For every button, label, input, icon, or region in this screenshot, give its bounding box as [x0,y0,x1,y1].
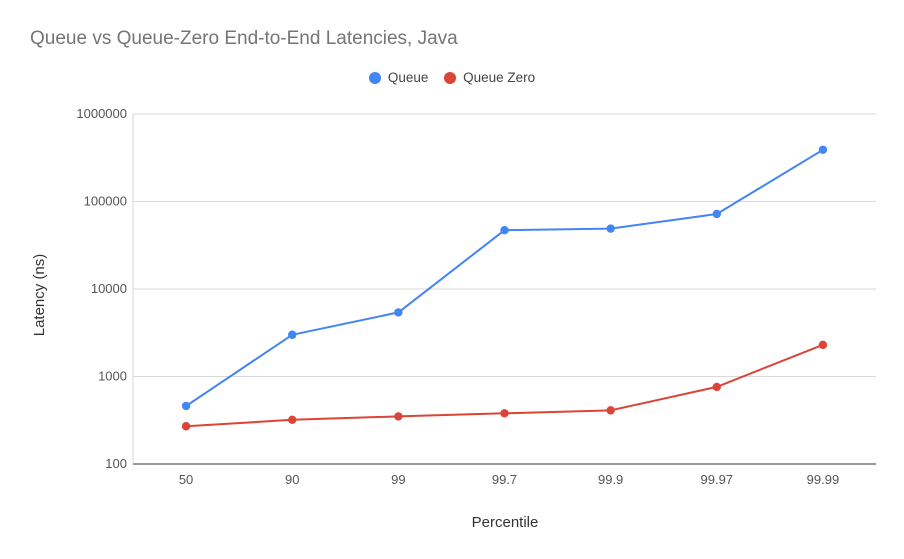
y-tick-label: 100 [105,456,127,471]
data-point-queue-zero[interactable] [818,340,828,350]
data-point-queue-zero[interactable] [606,406,615,415]
legend-marker-queue-zero [444,72,457,84]
x-tick-label: 99.9 [598,472,623,487]
data-point-queue[interactable] [712,209,721,219]
data-point-queue[interactable] [181,401,191,411]
data-point-queue[interactable] [818,145,828,154]
x-tick-label: 90 [285,472,299,487]
y-axis-ticks: 100 1000 10000 100000 1000000 [76,106,127,471]
data-point-queue-zero[interactable] [500,409,509,418]
y-tick-label: 1000000 [76,106,127,121]
legend-item-queue-zero[interactable]: Queue Zero [444,70,535,85]
chart-title: Queue vs Queue-Zero End-to-End Latencies… [30,28,458,49]
series-points [181,145,828,431]
grid-lines [132,113,876,465]
x-tick-label: 99.7 [492,472,517,487]
data-point-queue-zero[interactable] [394,412,403,421]
y-tick-label: 1000 [98,369,127,384]
y-axis-title: Latency (ns) [31,254,48,337]
y-tick-label: 100000 [84,194,127,209]
chart-legend: Queue Queue Zero [0,70,904,85]
legend-item-queue[interactable]: Queue [368,70,429,85]
x-tick-label: 99.97 [701,472,734,487]
data-point-queue[interactable] [500,225,509,235]
data-point-queue-zero[interactable] [181,422,191,431]
data-point-queue[interactable] [288,330,297,339]
data-point-queue-zero[interactable] [712,382,721,392]
series-line-queue [185,148,824,407]
legend-label-queue: Queue [387,70,429,85]
legend-label-queue-zero: Queue Zero [463,70,536,85]
x-tick-label: 99.99 [807,472,840,487]
y-tick-label: 10000 [91,281,127,296]
data-point-queue[interactable] [394,308,403,317]
x-axis-ticks: 50 90 99 99.7 99.9 99.97 99.99 [179,472,839,487]
x-tick-label: 50 [179,472,193,487]
data-point-queue-zero[interactable] [288,415,297,424]
x-tick-label: 99 [391,472,405,487]
x-axis-title: Percentile [472,514,539,531]
data-point-queue[interactable] [606,224,615,233]
series-lines [185,148,824,428]
legend-marker-queue [368,72,381,84]
